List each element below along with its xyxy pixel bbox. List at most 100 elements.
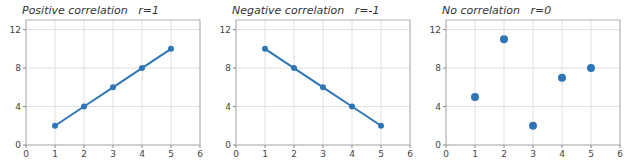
tick-x [620, 145, 621, 148]
point [349, 104, 355, 110]
tick-label-y: 8 [15, 63, 21, 73]
chart-container: 012345604812Positive correlation r=10123… [0, 0, 630, 163]
tick-label-y: 0 [225, 140, 231, 150]
tick-x [294, 145, 295, 148]
tick-label-x: 1 [472, 149, 478, 159]
tick-x [591, 145, 592, 148]
grid-line-y [236, 68, 410, 69]
tick-y [233, 29, 236, 30]
tick-label-x: 5 [588, 149, 594, 159]
tick-x [84, 145, 85, 148]
grid-line-y [236, 29, 410, 30]
point [139, 65, 145, 71]
tick-label-y: 8 [435, 63, 441, 73]
tick-y [443, 68, 446, 69]
tick-label-x: 2 [291, 149, 297, 159]
tick-x [562, 145, 563, 148]
tick-label-x: 2 [81, 149, 87, 159]
grid-line-x [352, 20, 353, 145]
grid-line-y [26, 106, 200, 107]
data-group [471, 35, 595, 130]
tick-y [443, 29, 446, 30]
point [378, 123, 384, 129]
tick-y [233, 106, 236, 107]
line [55, 49, 171, 126]
tick-label-x: 5 [168, 149, 174, 159]
tick-label-x: 4 [559, 149, 565, 159]
tick-label-x: 4 [139, 149, 145, 159]
panel: 012345604812Negative correlation r=-1 [220, 4, 414, 159]
plot-frame [236, 20, 410, 145]
tick-y [23, 106, 26, 107]
tick-label-y: 4 [15, 102, 21, 112]
chart-title: No correlation r=0 [442, 4, 551, 17]
point [81, 104, 87, 110]
tick-x [410, 145, 411, 148]
grid-line-x [591, 20, 592, 145]
grid-line-x [84, 20, 85, 145]
tick-label-x: 0 [443, 149, 449, 159]
grid-line-x [562, 20, 563, 145]
tick-x [113, 145, 114, 148]
tick-label-x: 1 [262, 149, 268, 159]
tick-y [23, 29, 26, 30]
point [52, 123, 58, 129]
tick-x [352, 145, 353, 148]
tick-label-x: 6 [197, 149, 203, 159]
point [320, 84, 326, 90]
tick-label-x: 3 [320, 149, 326, 159]
point [262, 46, 268, 52]
grid-line-x [323, 20, 324, 145]
grid-line-x [171, 20, 172, 145]
tick-y [443, 145, 446, 146]
tick-label-x: 6 [617, 149, 623, 159]
grid-line-x [142, 20, 143, 145]
grid-line-y [446, 29, 620, 30]
tick-y [443, 106, 446, 107]
point [500, 35, 508, 43]
point [471, 93, 479, 101]
tick-label-x: 3 [530, 149, 536, 159]
tick-y [23, 68, 26, 69]
tick-y [23, 145, 26, 146]
grid-line-y [446, 106, 620, 107]
plot-frame [446, 20, 620, 145]
point [291, 65, 297, 71]
tick-y [233, 145, 236, 146]
tick-label-x: 4 [349, 149, 355, 159]
tick-label-y: 4 [435, 102, 441, 112]
tick-x [504, 145, 505, 148]
chart-title: Negative correlation r=-1 [232, 4, 380, 17]
point [110, 84, 116, 90]
tick-label-y: 12 [10, 25, 21, 35]
tick-label-x: 3 [110, 149, 116, 159]
grid-line-y [26, 29, 200, 30]
data-group [52, 46, 174, 129]
tick-label-y: 12 [430, 25, 441, 35]
tick-x [265, 145, 266, 148]
tick-x [381, 145, 382, 148]
grid-line-y [236, 106, 410, 107]
tick-label-y: 12 [220, 25, 231, 35]
grid-line-x [475, 20, 476, 145]
tick-label-y: 0 [15, 140, 21, 150]
tick-x [475, 145, 476, 148]
tick-label-x: 2 [501, 149, 507, 159]
tick-label-x: 6 [407, 149, 413, 159]
tick-label-x: 1 [52, 149, 58, 159]
grid-line-y [26, 68, 200, 69]
tick-label-y: 4 [225, 102, 231, 112]
tick-x [533, 145, 534, 148]
tick-x [55, 145, 56, 148]
tick-x [323, 145, 324, 148]
point [558, 74, 566, 82]
tick-x [200, 145, 201, 148]
chart-svg: 012345604812Positive correlation r=10123… [0, 0, 630, 163]
plot-frame [26, 20, 200, 145]
tick-label-x: 0 [233, 149, 239, 159]
point [168, 46, 174, 52]
panel: 012345604812Positive correlation r=1 [10, 4, 204, 159]
grid-line-x [265, 20, 266, 145]
panel: 012345604812No correlation r=0 [430, 4, 624, 159]
tick-label-x: 5 [378, 149, 384, 159]
